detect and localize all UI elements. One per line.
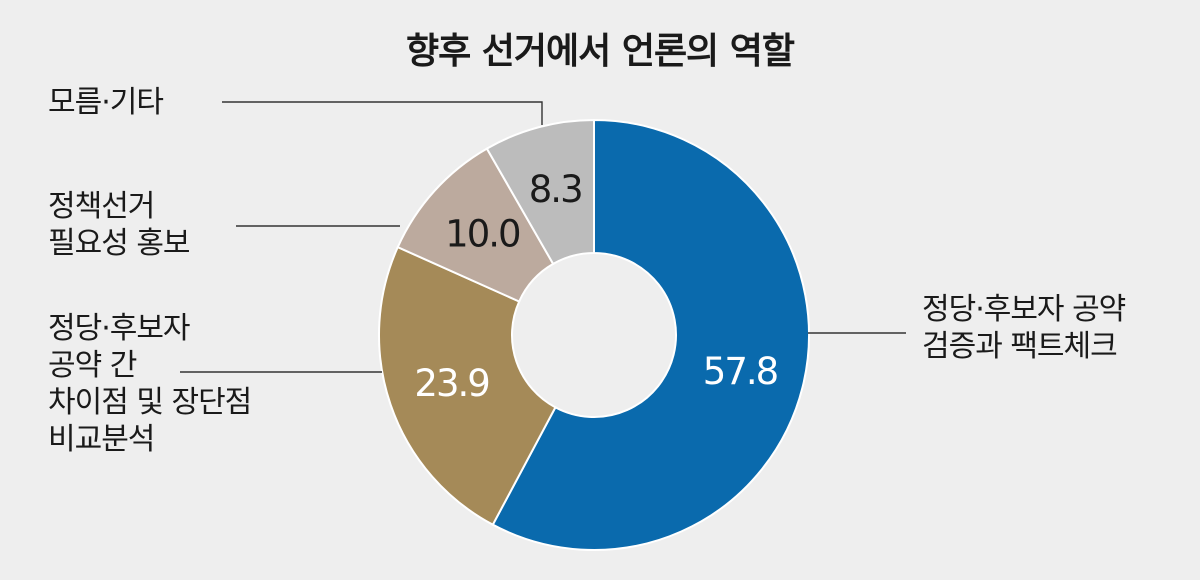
callout-line: 필요성 홍보 [48,226,191,261]
value-label-comparison: 23.9 [414,362,488,405]
donut-slice-comparison [378,245,557,527]
callout-label-unknown-other: 모름·기타 [48,84,164,121]
callout-label-fact-check: 정당·후보자 공약 검증과 팩트체크 [922,291,1126,365]
value-label-unknown-other: 8.3 [529,168,582,211]
value-label-policy-promotion: 10.0 [445,213,520,256]
leader-line-unknown-other [222,101,543,125]
callout-line: 비교분석 [48,422,155,457]
callout-label-policy-promotion: 정책선거 필요성 홍보 [48,188,191,262]
callout-line: 검증과 팩트체크 [922,329,1118,364]
callout-label-comparison: 정당·후보자 공약 간 차이점 및 장단점 비교분석 [48,310,252,458]
callout-line: 정책선거 [48,189,155,224]
donut-slice-policy-promotion [396,147,555,303]
callout-line: 정당·후보자 [48,311,191,346]
callout-line: 모름·기타 [48,85,164,120]
donut-slice-fact-check [491,118,810,551]
chart-title: 향후 선거에서 언론의 역할 [406,31,795,72]
value-label-fact-check: 57.8 [703,350,778,393]
callout-line: 공약 간 [48,348,137,383]
callout-line: 정당·후보자 공약 [922,292,1126,327]
donut-slice-unknown-other [485,118,595,266]
callout-line: 차이점 및 장단점 [48,385,252,420]
